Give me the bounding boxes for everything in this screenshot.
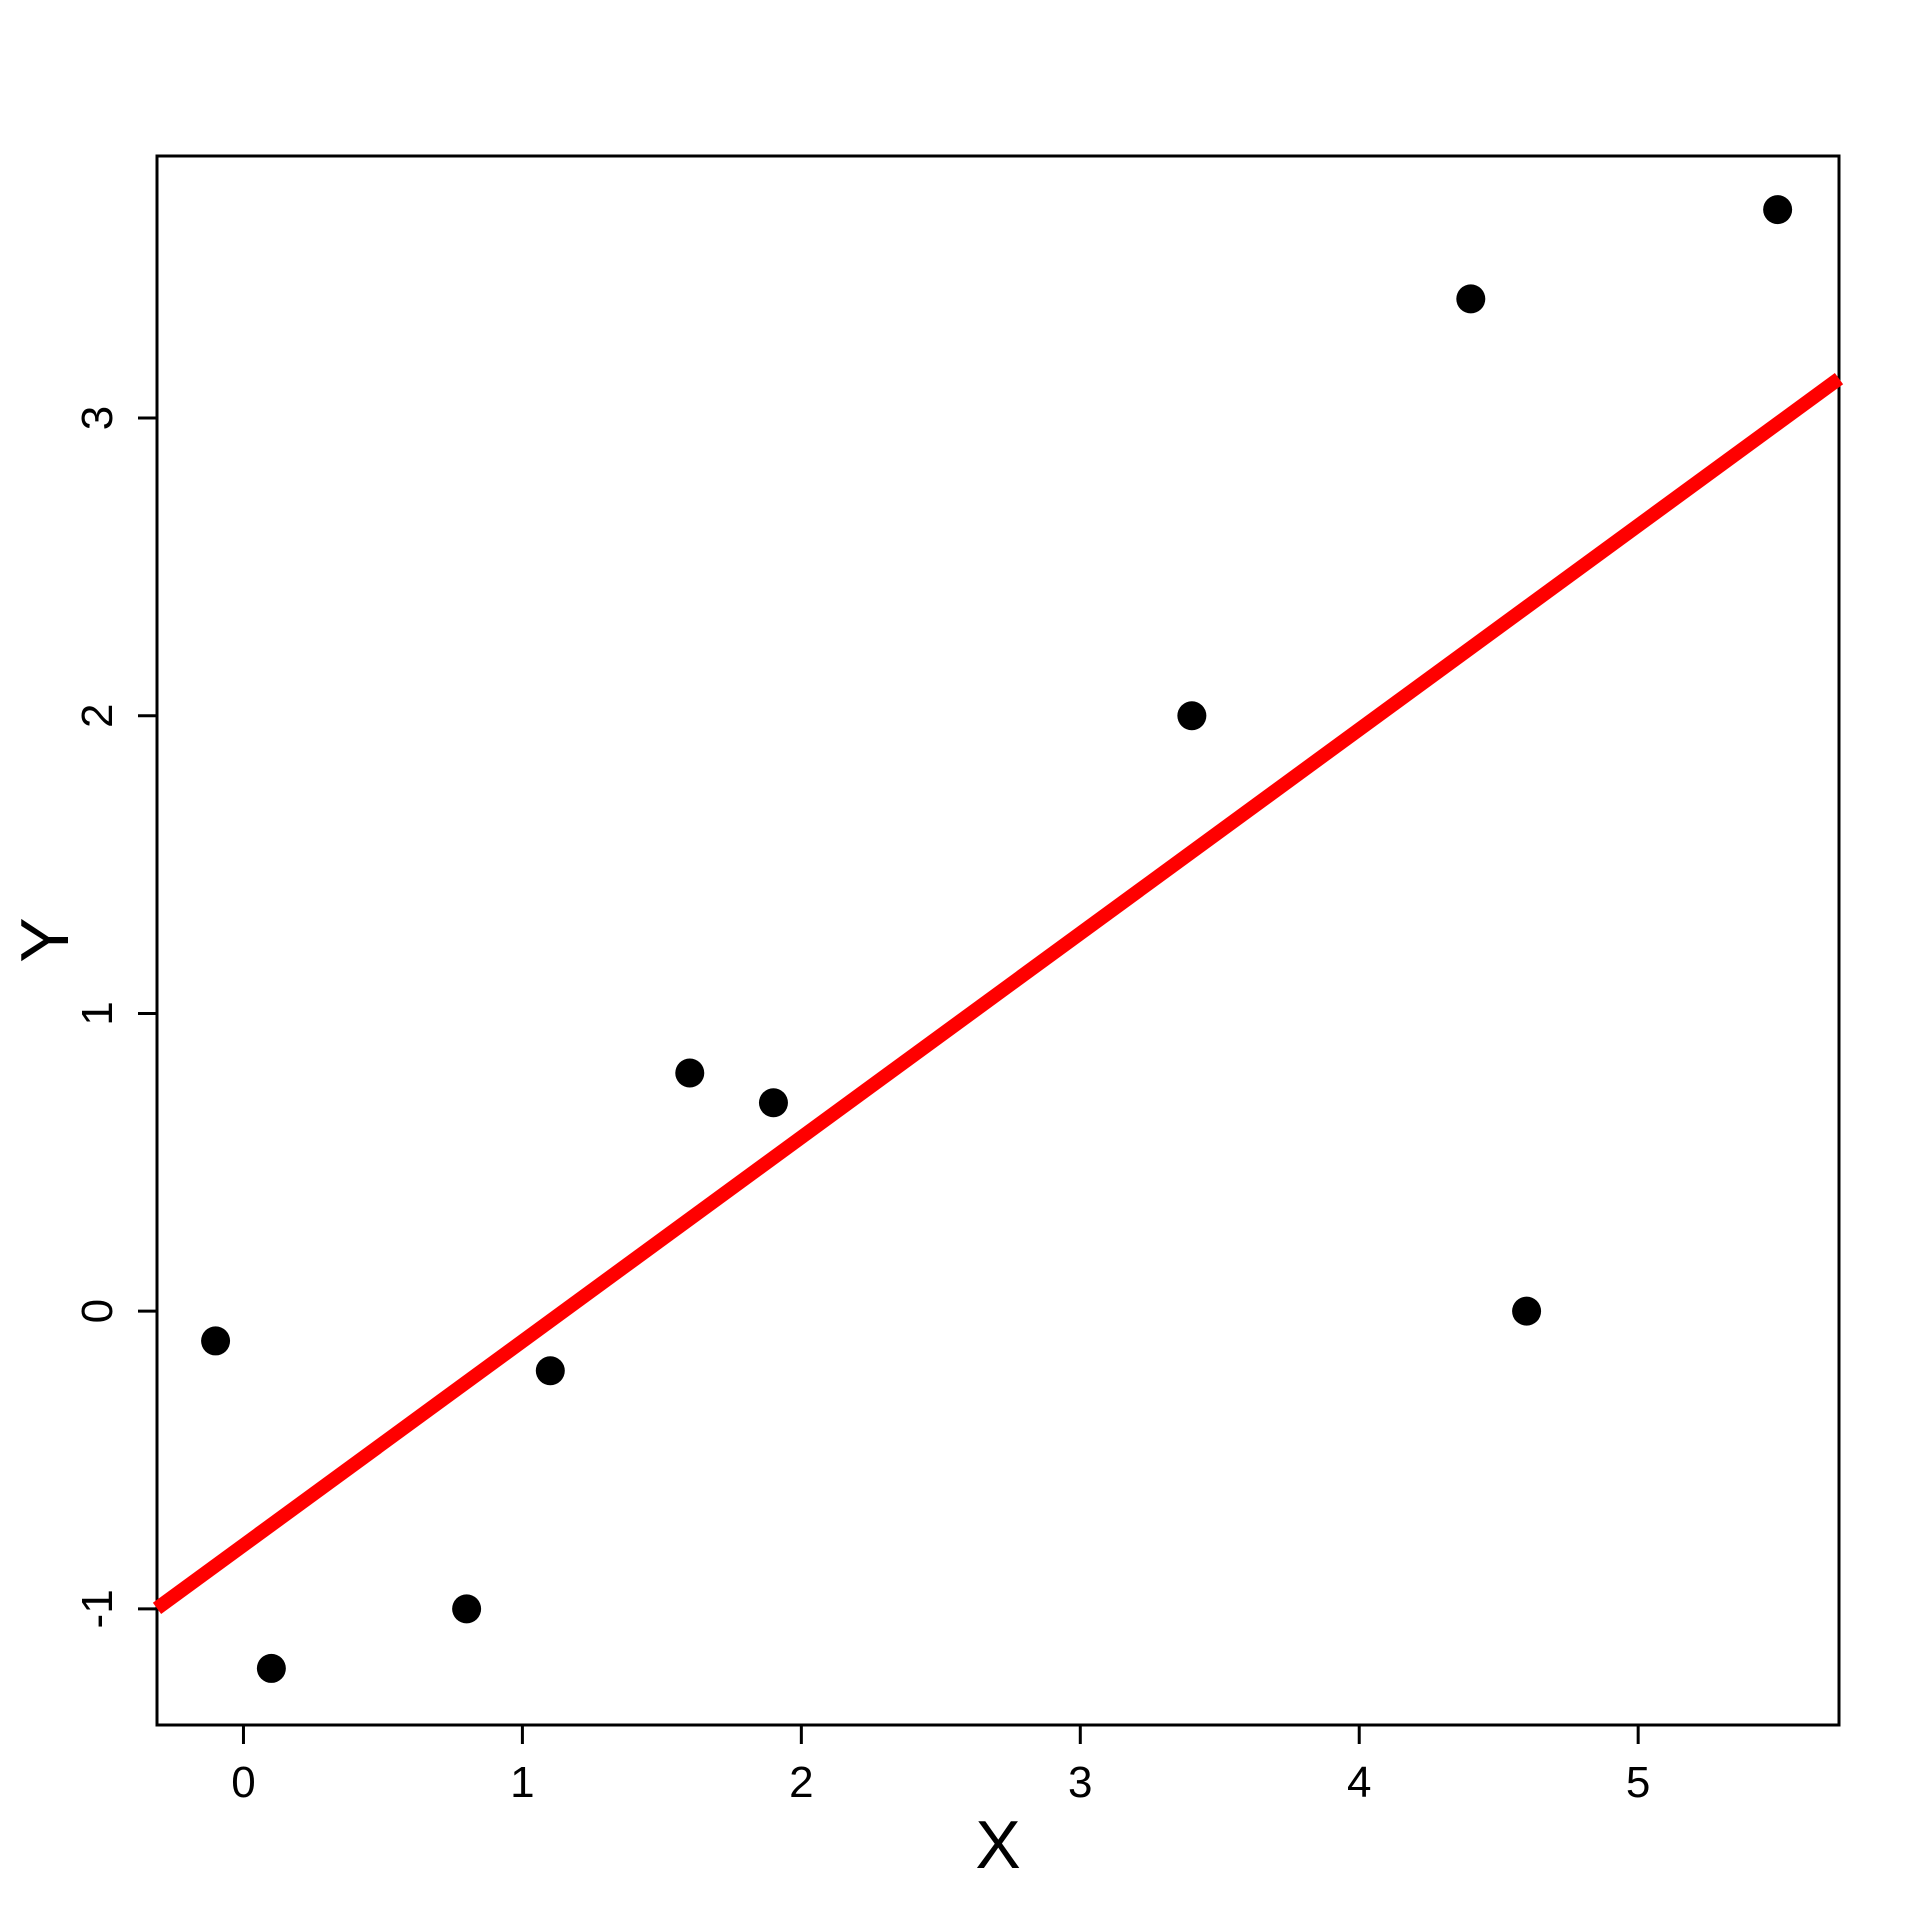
x-tick-label: 4 [1347, 1758, 1371, 1807]
data-point [675, 1058, 705, 1088]
data-point [1177, 701, 1207, 731]
regression-line-layer [152, 372, 1844, 1615]
data-point [1512, 1296, 1542, 1326]
y-tick-label: 0 [73, 1299, 122, 1323]
data-point [452, 1594, 482, 1624]
y-tick-label: 1 [73, 1001, 122, 1025]
data-point [201, 1326, 231, 1356]
y-tick-label: 2 [73, 703, 122, 727]
axis-ticks: 0 1 2 3 4 5 -1 0 1 2 3 [73, 406, 1650, 1807]
data-points-layer [201, 195, 1793, 1683]
data-point [535, 1356, 565, 1386]
data-point [1456, 284, 1486, 314]
plot-border [155, 154, 1841, 1727]
x-tick-label: 5 [1626, 1758, 1650, 1807]
data-point [758, 1088, 788, 1118]
data-point [256, 1653, 286, 1683]
y-tick-label: 3 [73, 406, 122, 430]
y-axis-title: Y [7, 917, 83, 962]
x-axis-title: X [975, 1807, 1020, 1883]
x-tick-label: 2 [789, 1758, 813, 1807]
data-point [1763, 195, 1793, 225]
x-tick-label: 3 [1068, 1758, 1092, 1807]
x-tick-label: 1 [510, 1758, 534, 1807]
regression-line [152, 372, 1844, 1615]
x-tick-label: 0 [231, 1758, 255, 1807]
y-tick-label: -1 [73, 1589, 122, 1628]
